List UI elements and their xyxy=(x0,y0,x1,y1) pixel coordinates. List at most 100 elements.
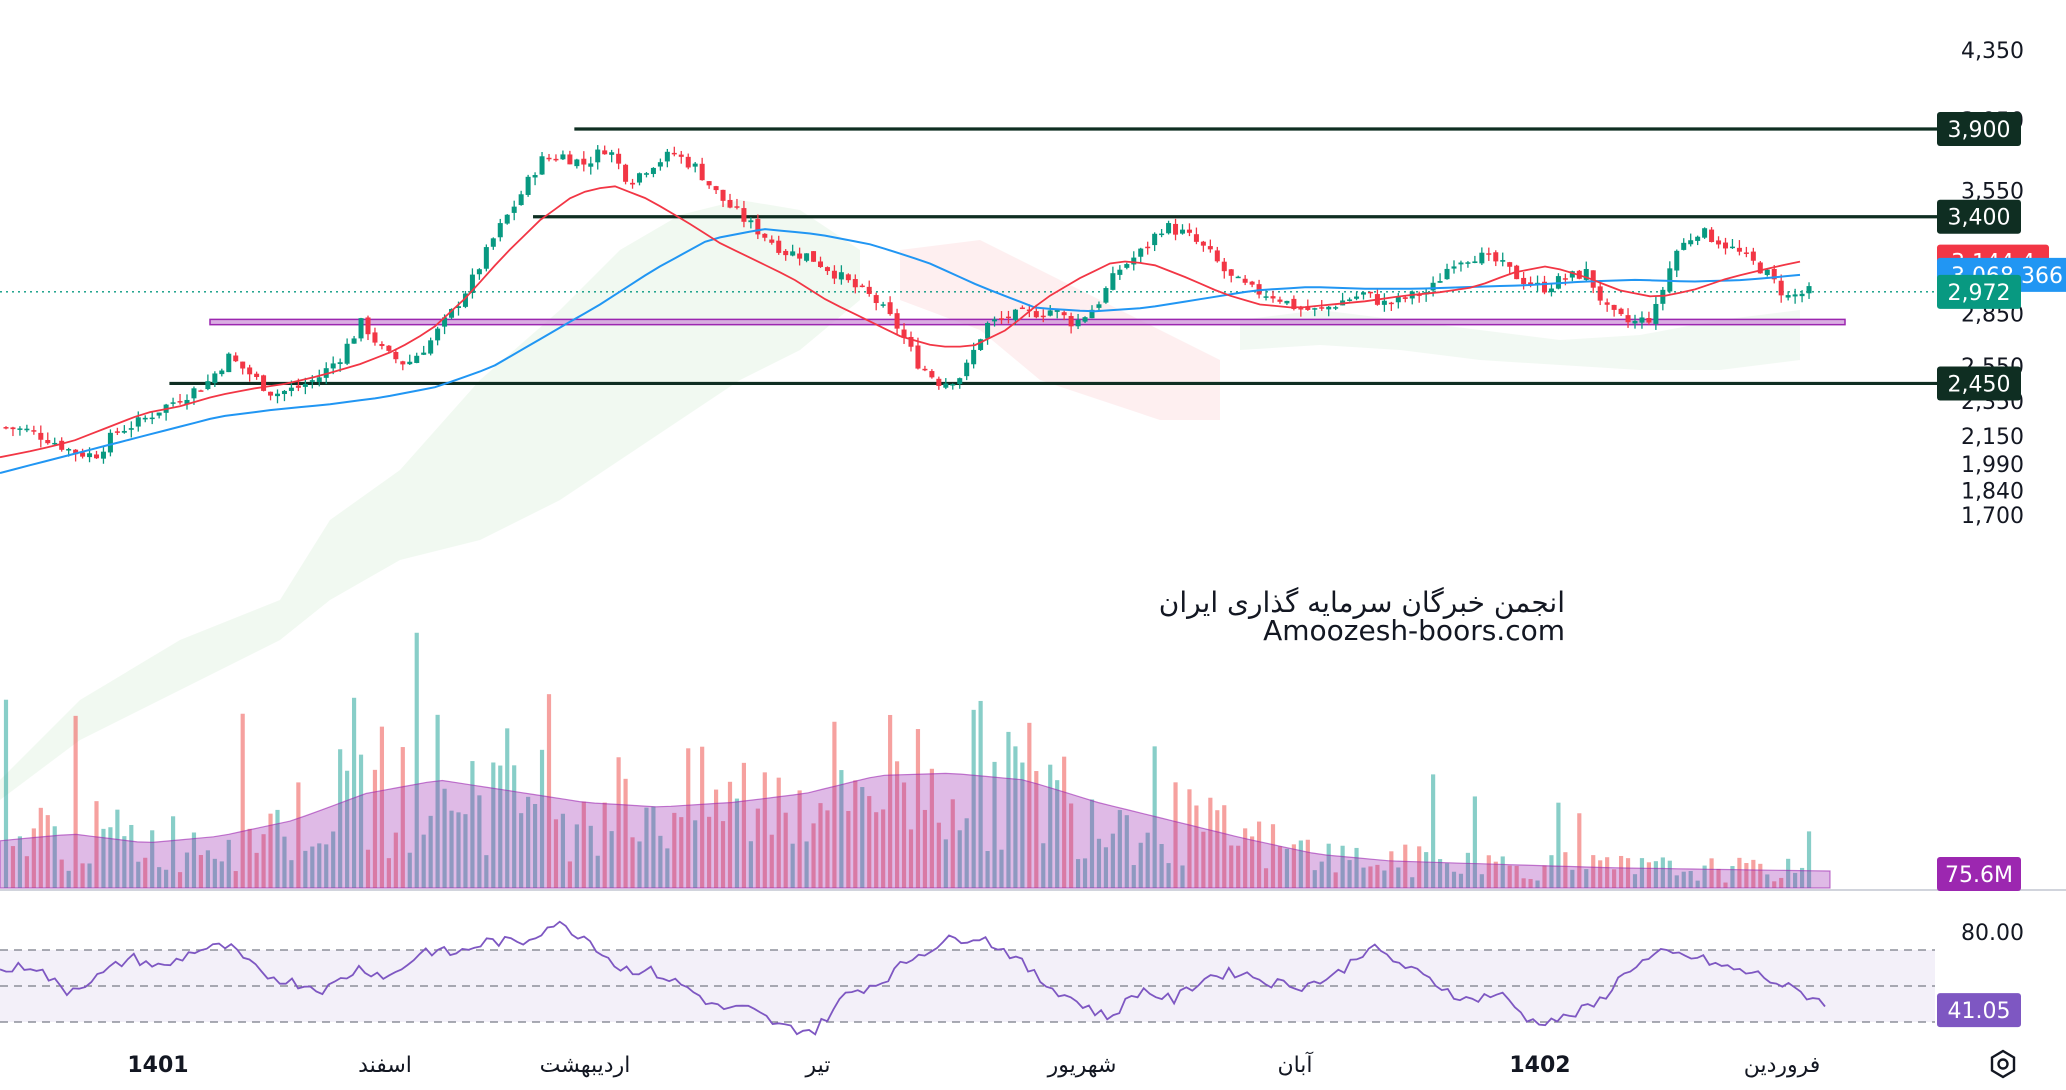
candle-body xyxy=(1047,310,1053,316)
candle-body xyxy=(170,402,176,404)
volume-bar xyxy=(1347,860,1352,888)
candle-body xyxy=(998,318,1005,320)
volume-bar xyxy=(1305,839,1310,888)
volume-bar xyxy=(1458,873,1464,888)
candle-body xyxy=(309,380,315,382)
gear-icon[interactable] xyxy=(1990,1049,2016,1079)
volume-bar xyxy=(1326,843,1331,888)
volume-bar xyxy=(936,822,941,888)
candle-body xyxy=(845,274,851,281)
candle-body xyxy=(184,399,190,405)
candle-body xyxy=(372,332,378,343)
candle-body xyxy=(657,162,663,167)
candle-body xyxy=(1388,302,1394,305)
volume-bar xyxy=(1194,805,1199,888)
candle-body xyxy=(45,440,51,444)
candle-body xyxy=(1729,246,1735,249)
volume-bar xyxy=(894,761,900,888)
time-label: 1401 xyxy=(127,1053,188,1078)
candle-body xyxy=(1333,307,1339,309)
volume-bar xyxy=(832,721,837,888)
volume-bar xyxy=(1465,852,1471,888)
candle-body xyxy=(1214,250,1220,262)
volume-bar xyxy=(407,852,412,888)
candle-body xyxy=(191,388,197,399)
candle-body xyxy=(1152,233,1158,246)
price-badge-bg xyxy=(1937,366,2021,401)
candle-body xyxy=(1702,228,1708,238)
volume-bar xyxy=(602,802,607,888)
candle-body xyxy=(971,349,977,365)
candle-body xyxy=(664,151,670,162)
volume-bar xyxy=(1444,863,1450,888)
volume-bar xyxy=(783,812,788,888)
candle-body xyxy=(1402,297,1408,299)
candle-body xyxy=(226,353,232,373)
volume-bar xyxy=(358,754,364,888)
cloud-bullish xyxy=(0,200,860,800)
volume-bar xyxy=(386,858,391,888)
volume-bar xyxy=(351,697,357,888)
volume-bar xyxy=(1535,880,1540,888)
time-axis[interactable]: 1401 اسفند اردیبهشت تیر شهریور آبان 1402 فروردی… xyxy=(127,1051,1820,1078)
candle-body xyxy=(1604,302,1610,305)
volume-bar xyxy=(1006,731,1011,888)
price-tick-label: 1,990 xyxy=(1961,453,2024,478)
volume-bar xyxy=(1215,810,1220,888)
horizontal-lines[interactable] xyxy=(0,127,1963,386)
volume-bar xyxy=(853,780,858,888)
price-badge: 2,972 xyxy=(1948,281,2011,306)
support-zone[interactable] xyxy=(209,318,1846,326)
price-axis[interactable]: 4,3503,9503,5502,8502,5502,3502,1501,990… xyxy=(1961,39,2024,946)
candle-body xyxy=(1159,233,1165,236)
volume-bar xyxy=(1598,860,1603,888)
volume-bar xyxy=(734,798,740,888)
candle-body xyxy=(1395,296,1401,303)
candle-body xyxy=(1583,268,1589,280)
candle-body xyxy=(24,428,30,431)
volume-bar xyxy=(310,846,315,888)
volume-bar xyxy=(365,849,371,888)
volume-bar xyxy=(1103,847,1109,888)
candle-body xyxy=(240,361,246,369)
candle-body xyxy=(135,417,141,427)
candle-body xyxy=(1785,295,1791,298)
candle-body xyxy=(511,206,517,213)
candle-body xyxy=(435,328,441,341)
candle-body xyxy=(1221,261,1227,272)
candle-body xyxy=(1716,240,1722,245)
volume-bar xyxy=(526,796,531,888)
volume-bar xyxy=(1082,858,1088,888)
candle-body xyxy=(1709,229,1715,242)
volume-bar xyxy=(637,841,642,888)
volume-bar xyxy=(867,796,872,888)
candle-body xyxy=(490,238,496,247)
volume-bar xyxy=(449,810,454,888)
candle-body xyxy=(1347,299,1353,301)
candle-body xyxy=(421,352,427,355)
candle-body xyxy=(957,378,963,385)
candle-body xyxy=(1284,300,1290,304)
volume-bar xyxy=(1375,864,1380,888)
candle-body xyxy=(114,431,120,433)
candle-body xyxy=(281,390,287,395)
candle-body xyxy=(1736,247,1742,252)
watermark-url: Amoozesh-boors.com xyxy=(1263,614,1565,647)
candle-body xyxy=(142,417,148,420)
volume-bar xyxy=(1799,867,1805,888)
candle-body xyxy=(1743,252,1749,254)
candle-body xyxy=(1764,269,1770,275)
candle-body xyxy=(17,428,23,430)
candle-body xyxy=(525,176,531,195)
candle-body xyxy=(1138,248,1144,257)
candle-body xyxy=(156,412,162,416)
candle-body xyxy=(1437,281,1443,283)
volume-bar xyxy=(512,765,517,888)
candle-body xyxy=(1444,268,1450,280)
candle-body xyxy=(365,317,371,335)
moving-averages xyxy=(0,185,1801,474)
candle-body xyxy=(386,345,392,351)
volume-pane xyxy=(0,632,1831,889)
candle-body xyxy=(1096,304,1102,308)
